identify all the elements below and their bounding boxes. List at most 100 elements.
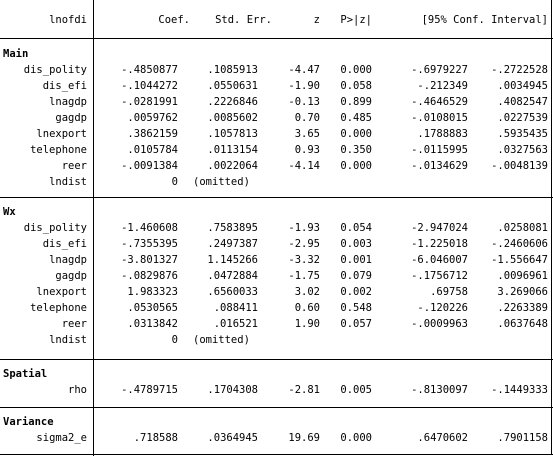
se-cell: .2226846 (207, 96, 258, 108)
ci-lower-cell: -.6979227 (411, 64, 468, 76)
p-cell: 0.001 (340, 254, 372, 266)
ci-lower-cell: -.0115995 (411, 144, 468, 156)
coef-cell: -.4789715 (121, 384, 178, 396)
ci-lower-cell: -.4646529 (411, 96, 468, 108)
se-cell: (omitted) (193, 334, 250, 346)
ci-upper-cell: .0327563 (497, 144, 548, 156)
coef-header: Coef. (158, 14, 190, 26)
ci-lower-cell: .6470602 (417, 432, 468, 444)
se-cell: .0022064 (207, 160, 258, 172)
coef-cell: .0059762 (127, 112, 178, 124)
z-header: z (313, 14, 320, 26)
se-cell: .088411 (213, 302, 258, 314)
p-cell: 0.058 (340, 80, 372, 92)
z-cell: 1.90 (294, 318, 320, 330)
p-cell: 0.899 (340, 96, 372, 108)
section-title: Variance (3, 416, 54, 428)
coef-cell: 1.983323 (127, 286, 178, 298)
row-label: dis_polity (23, 222, 87, 234)
z-cell: 0.70 (294, 112, 320, 124)
coef-cell: -.7355395 (121, 238, 178, 250)
row-label: sigma2_e (36, 432, 87, 444)
z-cell: -1.90 (288, 80, 320, 92)
z-cell: 3.02 (294, 286, 320, 298)
se-cell: .2497387 (207, 238, 258, 250)
p-cell: 0.485 (340, 112, 372, 124)
se-cell: .0085602 (207, 112, 258, 124)
se-cell: 1.145266 (207, 254, 258, 266)
row-label: telephone (30, 144, 87, 156)
ci-upper-cell: -.2722528 (491, 64, 548, 76)
row-label: gagdp (55, 112, 87, 124)
p-cell: 0.000 (340, 64, 372, 76)
ci-upper-cell: 3.269066 (497, 286, 548, 298)
p-header: P>|z| (340, 14, 372, 26)
ci-lower-cell: -6.046007 (411, 254, 468, 266)
row-label: lnexport (36, 128, 87, 140)
coef-cell: -.0091384 (121, 160, 178, 172)
ci-upper-cell: -.2460606 (491, 238, 548, 250)
ci-upper-cell: .0258081 (497, 222, 548, 234)
p-cell: 0.548 (340, 302, 372, 314)
ci-upper-cell: -1.556647 (491, 254, 548, 266)
row-label: lnagdp (49, 96, 87, 108)
section-title: Main (3, 48, 29, 60)
z-cell: -2.81 (288, 384, 320, 396)
coef-cell: 0 (171, 334, 178, 346)
section-title: Wx (3, 206, 16, 218)
row-label: lndist (49, 176, 87, 188)
ci-lower-cell: -.120226 (417, 302, 468, 314)
ci-lower-cell: -.0108015 (411, 112, 468, 124)
z-cell: 3.65 (294, 128, 320, 140)
z-cell: -1.75 (288, 270, 320, 282)
p-cell: 0.002 (340, 286, 372, 298)
z-cell: -1.93 (288, 222, 320, 234)
coef-cell: -.0829876 (121, 270, 178, 282)
ci-lower-cell: -.212349 (417, 80, 468, 92)
ci-upper-cell: -.0048139 (491, 160, 548, 172)
coef-cell: -.4850877 (121, 64, 178, 76)
section-rule (0, 197, 553, 198)
ci-upper-cell: .4082547 (497, 96, 548, 108)
row-label: reer (61, 160, 87, 172)
p-cell: 0.005 (340, 384, 372, 396)
p-cell: 0.054 (340, 222, 372, 234)
p-cell: 0.003 (340, 238, 372, 250)
ci-upper-cell: .2263389 (497, 302, 548, 314)
ci-header: [95% Conf. Interval] (421, 14, 548, 26)
coef-cell: -3.801327 (121, 254, 178, 266)
ci-lower-cell: .69758 (430, 286, 468, 298)
z-cell: 19.69 (288, 432, 320, 444)
coef-cell: .3862159 (127, 128, 178, 140)
se-cell: .016521 (213, 318, 258, 330)
row-label: rho (68, 384, 87, 396)
ci-lower-cell: -.1756712 (411, 270, 468, 282)
p-cell: 0.000 (340, 128, 372, 140)
p-cell: 0.000 (340, 160, 372, 172)
row-label: lnagdp (49, 254, 87, 266)
ci-lower-cell: -.8130097 (411, 384, 468, 396)
z-cell: -2.95 (288, 238, 320, 250)
ci-lower-cell: -2.947024 (411, 222, 468, 234)
se-header: Std. Err. (215, 14, 272, 26)
row-label: dis_polity (23, 64, 87, 76)
coef-cell: .0530565 (127, 302, 178, 314)
column-divider (93, 0, 94, 456)
row-label: lnexport (36, 286, 87, 298)
se-cell: .0113154 (207, 144, 258, 156)
z-cell: 0.93 (294, 144, 320, 156)
z-cell: -4.14 (288, 160, 320, 172)
coef-cell: 0 (171, 176, 178, 188)
row-label: dis_efi (42, 238, 87, 250)
se-cell: .0472884 (207, 270, 258, 282)
coef-cell: -1.460608 (121, 222, 178, 234)
header-rule (0, 38, 553, 39)
se-cell: .6560033 (207, 286, 258, 298)
se-cell: (omitted) (193, 176, 250, 188)
row-label: telephone (30, 302, 87, 314)
ci-upper-cell: .0096961 (497, 270, 548, 282)
depvar-header: lnofdi (49, 14, 87, 26)
se-cell: .7583895 (207, 222, 258, 234)
section-rule (0, 407, 553, 408)
